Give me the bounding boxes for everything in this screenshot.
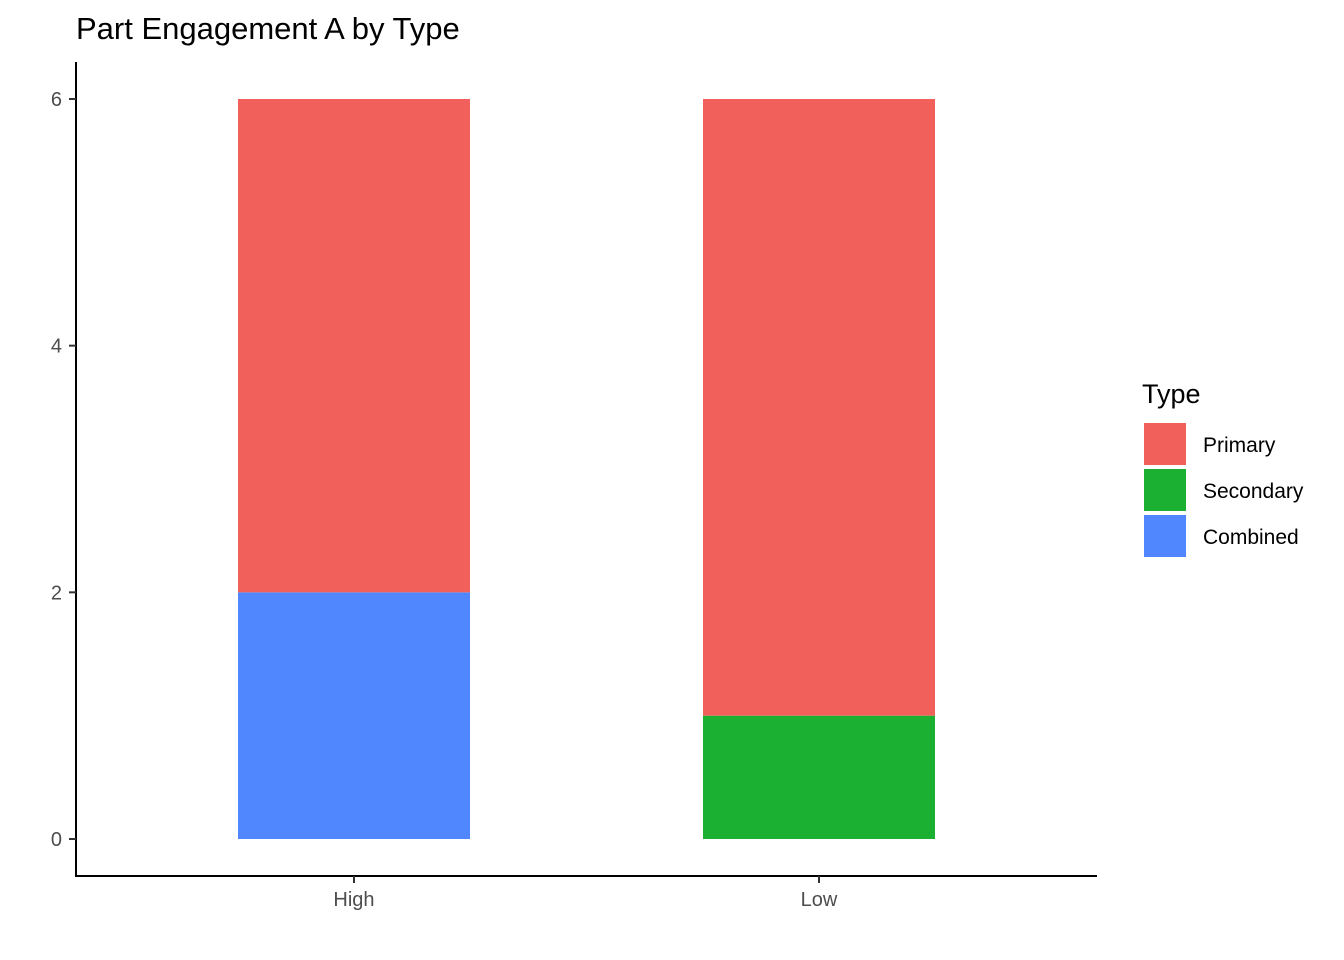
legend-key-combined [1142,513,1188,559]
x-tick-label: Low [801,889,838,911]
plot-area: 0 2 4 6 High Low [51,62,1097,911]
legend-label-primary: Primary [1203,434,1276,457]
y-tick-label: 4 [51,336,62,358]
y-tick-label: 6 [51,89,62,111]
chart-title: Part Engagement A by Type [76,11,460,46]
legend-label-secondary: Secondary [1203,480,1304,503]
legend-label-combined: Combined [1203,526,1299,549]
x-tick-label: High [333,889,374,911]
bar-low-secondary [703,715,935,839]
y-tick-label: 0 [51,829,62,851]
bar-high-combined [238,592,470,839]
bar-low-primary [703,99,935,716]
legend: Type Primary Secondary Combined [1142,379,1304,559]
legend-title: Type [1142,379,1201,409]
legend-key-primary [1142,421,1188,467]
y-tick-label: 2 [51,582,62,604]
bar-high-primary [238,99,470,593]
legend-key-secondary [1142,467,1188,513]
